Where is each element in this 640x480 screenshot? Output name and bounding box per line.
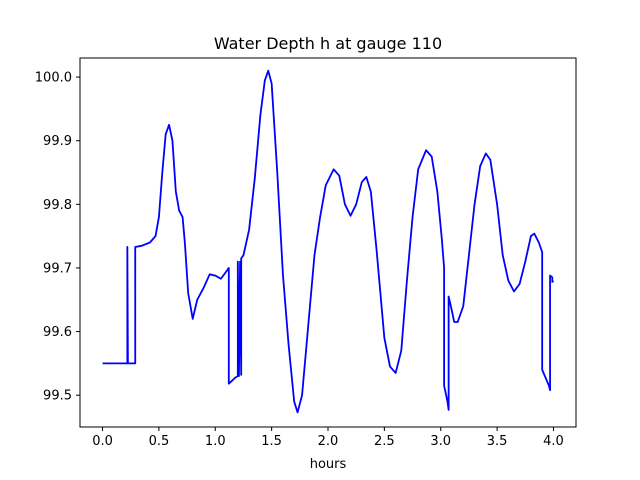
series-line-0 <box>102 69 555 414</box>
plot-area <box>102 69 555 414</box>
chart-title: Water Depth h at gauge 110 <box>214 34 442 53</box>
axis-ticks: 0.0 0.5 1.0 1.5 2.0 2.5 3.0 3.5 4.0 99.5 99.6 99.7 9… <box>35 71 564 449</box>
y-tick-label: 99.8 <box>43 198 72 213</box>
x-axis-label: hours <box>310 457 347 472</box>
x-tick-label: 1.5 <box>261 434 282 449</box>
y-tick-label: 99.9 <box>43 134 72 149</box>
y-tick-label: 99.5 <box>43 389 72 404</box>
y-tick-label: 99.7 <box>43 261 72 276</box>
x-tick-label: 2.0 <box>318 434 339 449</box>
x-tick-label: 0.5 <box>149 434 170 449</box>
axes-frame <box>79 57 577 428</box>
x-tick-label: 1.0 <box>205 434 226 449</box>
y-tick-label: 99.6 <box>43 325 72 340</box>
x-tick-label: 2.5 <box>374 434 395 449</box>
y-tick-label: 100.0 <box>35 71 72 86</box>
x-tick-label: 0.0 <box>92 434 113 449</box>
x-tick-label: 3.5 <box>487 434 508 449</box>
x-tick-label: 3.0 <box>430 434 451 449</box>
x-tick-label: 4.0 <box>543 434 564 449</box>
